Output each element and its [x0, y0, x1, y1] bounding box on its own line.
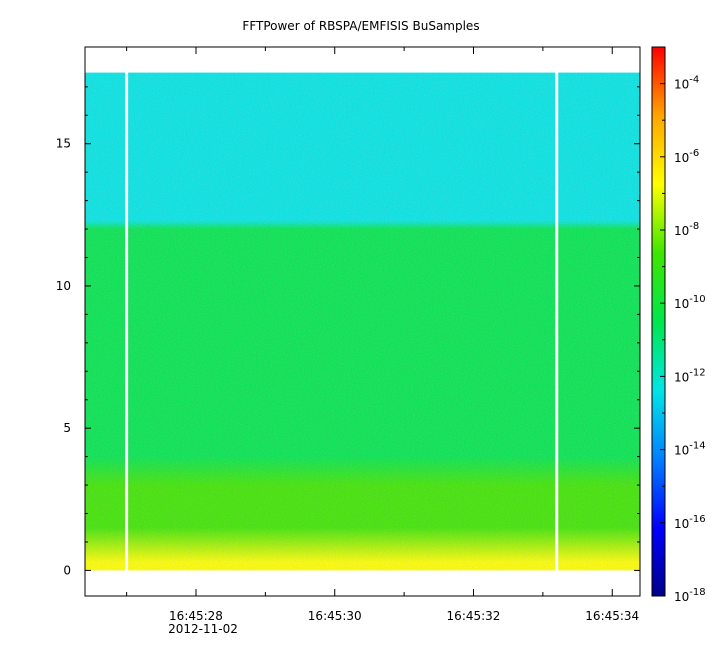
data-gap — [555, 47, 559, 571]
x-tick-label: 16:45:32 — [447, 609, 501, 623]
chart-title: FFTPower of RBSPA/EMFISIS BuSamples — [242, 19, 479, 33]
x-tick-label: 16:45:28 — [169, 609, 223, 623]
colorbar-tick-label: 10-10 — [674, 294, 706, 311]
x-tick-sublabel: 2012-11-02 — [168, 622, 238, 636]
x-tick-label: 16:45:30 — [308, 609, 362, 623]
data-gap — [125, 47, 129, 571]
colorbar-tick-label: 10-4 — [674, 75, 699, 92]
x-tick-label: 16:45:34 — [585, 609, 639, 623]
y-tick-label: 15 — [56, 137, 71, 151]
colorbar-tick-label: 10-14 — [674, 441, 706, 458]
y-tick-label: 5 — [63, 421, 71, 435]
y-tick-label: 0 — [63, 563, 71, 577]
spectrogram-noise — [85, 72, 640, 571]
colorbar-tick-label: 10-12 — [674, 367, 706, 384]
plot-area — [85, 47, 640, 596]
colorbar-tick-label: 10-8 — [674, 221, 699, 238]
plot-frame — [84, 46, 641, 597]
colorbar-tick-label: 10-6 — [674, 148, 699, 165]
y-tick-label: 10 — [56, 279, 71, 293]
colorbar-tick-label: 10-18 — [674, 587, 706, 604]
colorbar: 10-4 10-6 10-8 10-10 10-12 10-14 10-16 10-18 — [651, 46, 706, 604]
colorbar-tick-label: 10-16 — [674, 514, 706, 531]
colorbar-strip — [651, 46, 666, 597]
